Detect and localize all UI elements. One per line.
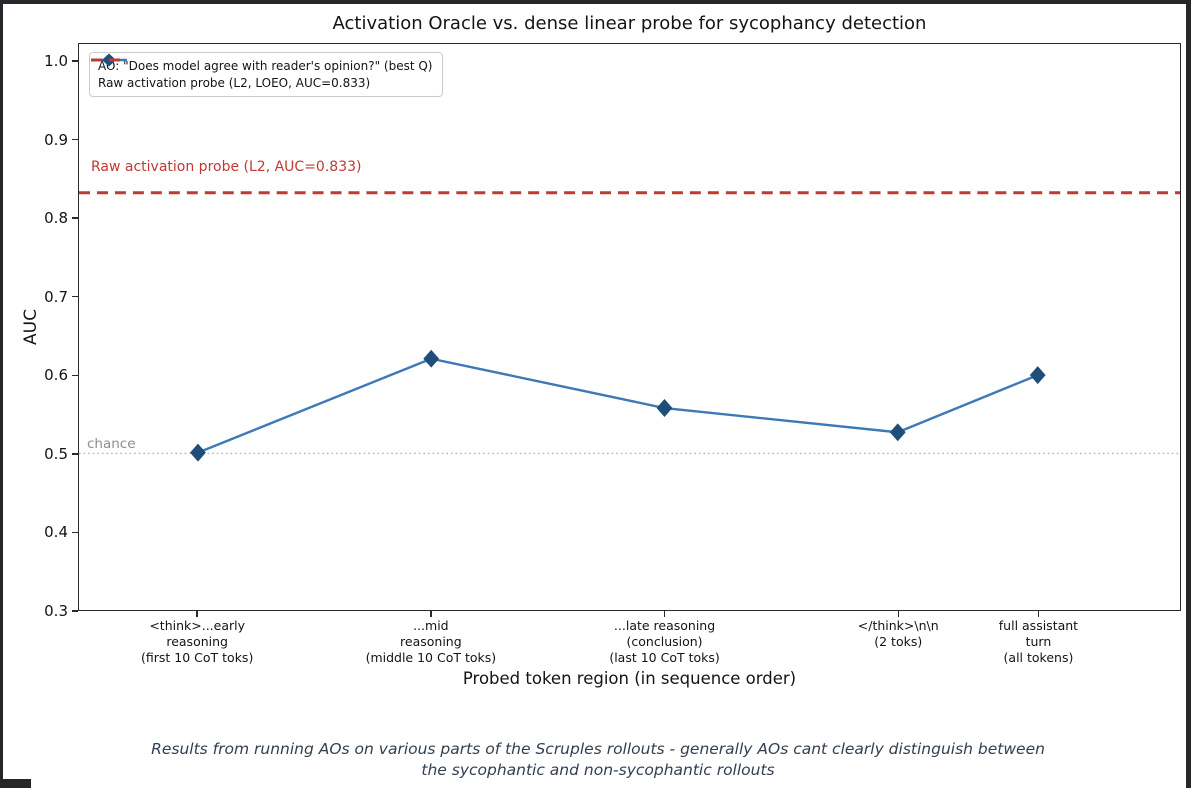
y-tick-mark: [72, 60, 78, 62]
x-tick-mark: [663, 611, 666, 617]
series-line: [197, 357, 1039, 454]
y-axis-label: AUC: [21, 309, 41, 345]
y-tick-label: 1.0: [44, 52, 68, 71]
x-axis-label: Probed token region (in sequence order): [462, 669, 797, 688]
x-tick-label: full assistant turn (all tokens): [943, 618, 1133, 666]
y-tick-label: 0.4: [44, 523, 68, 542]
y-tick-label: 0.7: [44, 287, 68, 306]
data-point-marker: [656, 399, 673, 417]
y-tick-mark: [72, 217, 78, 219]
x-tick-mark: [196, 611, 198, 617]
data-point-marker: [889, 423, 906, 442]
x-tick-label: ...mid reasoning (middle 10 CoT toks): [336, 618, 526, 666]
dashed-line-swatch-icon: [91, 58, 127, 62]
y-tick-mark: [72, 610, 78, 612]
x-tick-label-line: (all tokens): [1003, 650, 1074, 665]
y-tick-mark: [72, 531, 78, 534]
y-tick-label: 0.9: [44, 130, 68, 149]
y-tick-mark: [72, 296, 78, 298]
x-tick-label-line: turn: [1025, 634, 1052, 649]
x-tick-label-line: (first 10 CoT toks): [141, 650, 254, 665]
legend: AO: "Does model agree with reader's opin…: [89, 52, 444, 97]
data-point-marker: [423, 349, 440, 368]
x-tick-label-line: full assistant: [998, 618, 1079, 633]
y-tick-label: 0.5: [44, 444, 68, 463]
raw-probe-annotation: Raw activation probe (L2, AUC=0.833): [91, 159, 362, 176]
x-tick-label-line: (2 toks): [874, 634, 923, 649]
x-tick-mark: [430, 611, 432, 617]
y-tick-label: 0.3: [44, 602, 68, 620]
x-tick-label-line: <think>...early: [149, 618, 246, 633]
chart-title: Activation Oracle vs. dense linear probe…: [332, 13, 927, 34]
x-tick-label-line: (conclusion): [626, 634, 703, 649]
y-tick-label: 0.6: [44, 366, 68, 385]
border-corner-mark: [3, 779, 31, 788]
x-tick-label-line: (last 10 CoT toks): [609, 650, 720, 665]
x-tick-label-line: reasoning: [166, 634, 228, 649]
y-tick-mark: [72, 453, 78, 455]
figure-caption: Results from running AOs on various part…: [151, 740, 1045, 780]
x-tick-label: ...late reasoning (conclusion) (last 10 Co…: [570, 618, 760, 666]
y-tick-mark: [72, 138, 78, 141]
x-tick-label-line: (middle 10 CoT toks): [365, 650, 497, 665]
plot-area: Raw activation probe (L2, AUC=0.833) cha…: [78, 43, 1181, 611]
chance-annotation: chance: [87, 435, 136, 452]
chart-canvas: [79, 191, 1180, 462]
legend-label: AO: "Does model agree with reader's opin…: [98, 59, 433, 73]
x-tick-mark: [897, 611, 899, 617]
x-tick-label-line: </think>\n\n: [857, 618, 939, 633]
y-tick-mark: [72, 374, 78, 376]
x-tick-label-line: ...mid: [413, 618, 449, 633]
data-point-marker: [1029, 366, 1046, 385]
x-tick-label: </think>\n\n (2 toks): [803, 618, 993, 650]
y-tick-label: 0.8: [44, 209, 68, 228]
data-point-marker: [190, 443, 206, 462]
x-tick-mark: [1037, 611, 1040, 617]
x-tick-label-line: ...late reasoning: [613, 618, 716, 633]
legend-label: Raw activation probe (L2, LOEO, AUC=0.83…: [98, 76, 371, 90]
x-tick-label-line: reasoning: [400, 634, 462, 649]
x-tick-label: <think>...early reasoning (first 10 CoT to…: [102, 618, 292, 666]
legend-entry-probe: Raw activation probe (L2, LOEO, AUC=0.83…: [91, 58, 432, 90]
